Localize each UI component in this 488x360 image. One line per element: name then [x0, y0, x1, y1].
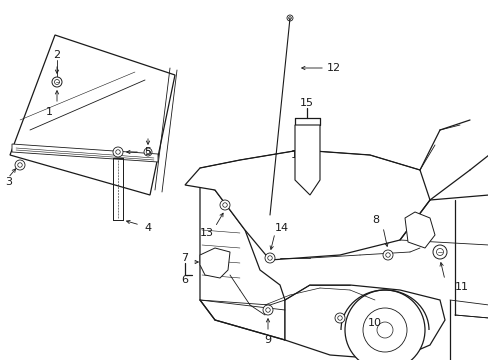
Text: 16: 16: [290, 150, 305, 160]
Circle shape: [220, 200, 229, 210]
Text: 1: 1: [45, 107, 52, 117]
Circle shape: [303, 181, 310, 189]
Circle shape: [265, 308, 270, 312]
Circle shape: [54, 80, 60, 85]
Circle shape: [337, 316, 342, 320]
Circle shape: [267, 256, 272, 260]
Circle shape: [432, 245, 446, 259]
Polygon shape: [200, 185, 285, 340]
Polygon shape: [404, 212, 434, 248]
Text: 15: 15: [299, 98, 313, 108]
Circle shape: [334, 313, 345, 323]
Polygon shape: [285, 285, 444, 360]
Text: 2: 2: [53, 50, 61, 60]
Circle shape: [362, 308, 406, 352]
Circle shape: [288, 17, 291, 19]
Text: 11: 11: [454, 282, 468, 292]
Text: 12: 12: [326, 63, 340, 73]
Text: 6: 6: [181, 275, 188, 285]
Circle shape: [410, 226, 418, 234]
Polygon shape: [200, 248, 229, 278]
Circle shape: [385, 253, 389, 257]
Circle shape: [376, 322, 392, 338]
Text: 8: 8: [372, 215, 379, 225]
Circle shape: [15, 160, 25, 170]
Circle shape: [223, 203, 227, 207]
Text: 14: 14: [274, 223, 288, 233]
Circle shape: [116, 150, 120, 154]
Circle shape: [412, 228, 416, 232]
Text: 9: 9: [264, 335, 271, 345]
Polygon shape: [12, 144, 158, 162]
Polygon shape: [184, 150, 429, 260]
Circle shape: [52, 77, 62, 87]
Circle shape: [113, 147, 123, 157]
Circle shape: [305, 183, 308, 187]
Circle shape: [264, 253, 274, 263]
Circle shape: [18, 163, 22, 167]
Text: 4: 4: [144, 223, 151, 233]
Text: 10: 10: [367, 318, 381, 328]
Circle shape: [286, 15, 292, 21]
Circle shape: [263, 305, 272, 315]
Circle shape: [146, 150, 149, 154]
Text: 13: 13: [200, 228, 214, 238]
Text: 5: 5: [144, 147, 151, 157]
Circle shape: [143, 148, 152, 156]
Polygon shape: [294, 125, 319, 195]
Text: 7: 7: [181, 253, 188, 263]
Text: 3: 3: [5, 177, 12, 187]
Circle shape: [382, 250, 392, 260]
Circle shape: [436, 248, 443, 256]
Polygon shape: [10, 35, 175, 195]
Circle shape: [345, 290, 424, 360]
